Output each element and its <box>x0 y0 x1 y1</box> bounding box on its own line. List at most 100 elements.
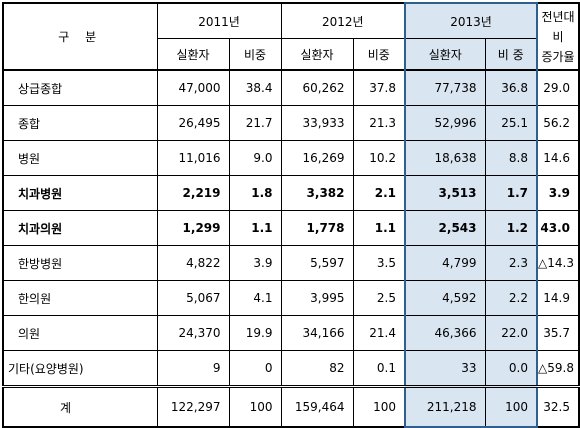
cell-share-2013: 1.7 <box>484 175 538 211</box>
cell-growth: △14.3 <box>536 245 580 281</box>
table-row: 치과의원 1,299 1.1 1,778 1.1 2,543 1.2 43.0 <box>2 210 580 246</box>
cell-amount-2011: 24,370 <box>156 315 230 351</box>
header-amount-2011: 실환자 <box>156 38 230 71</box>
header-share-2012: 비중 <box>352 38 406 71</box>
cell-growth: △59.8 <box>536 350 580 387</box>
table-row: 한방병원 4,822 3.9 5,597 3.5 4,799 2.3 △14.3 <box>2 245 580 281</box>
cell-amount-2013: 2,543 <box>404 210 486 246</box>
row-category: 치과병원 <box>2 175 158 211</box>
row-category: 한방병원 <box>2 245 158 281</box>
row-category: 상급종합 <box>2 69 158 106</box>
table-row: 병원 11,016 9.0 16,269 10.2 18,638 8.8 14.… <box>2 140 580 176</box>
cell-share-2013: 2.2 <box>484 280 538 316</box>
row-category: 기타(요양병원) <box>2 350 158 387</box>
header-year-2012: 2012년 <box>280 2 406 39</box>
cell-amount-2011: 26,495 <box>156 105 230 141</box>
cell-share-2012: 37.8 <box>352 69 406 106</box>
cell-share-2013: 1.2 <box>484 210 538 246</box>
cell-share-2013: 25.1 <box>484 105 538 141</box>
cell-amount-2013: 3,513 <box>404 175 486 211</box>
cell-share-2012: 21.3 <box>352 105 406 141</box>
cell-growth: 14.9 <box>536 280 580 316</box>
cell-amount-2011: 2,219 <box>156 175 230 211</box>
cell-share-2013: 2.3 <box>484 245 538 281</box>
cell-amount-2013: 4,799 <box>404 245 486 281</box>
cell-amount-2013: 4,592 <box>404 280 486 316</box>
total-share-2013: 100 <box>484 385 538 428</box>
table-row: 종합 26,495 21.7 33,933 21.3 52,996 25.1 5… <box>2 105 580 141</box>
cell-share-2012: 10.2 <box>352 140 406 176</box>
cell-amount-2012: 60,262 <box>280 69 354 106</box>
total-share-2012: 100 <box>352 385 406 428</box>
cell-growth: 56.2 <box>536 105 580 141</box>
cell-growth: 35.7 <box>536 315 580 351</box>
cell-amount-2011: 11,016 <box>156 140 230 176</box>
header-amount-2013: 실환자 <box>404 38 486 71</box>
cell-share-2012: 3.5 <box>352 245 406 281</box>
cell-growth: 29.0 <box>536 69 580 106</box>
cell-amount-2013: 77,738 <box>404 69 486 106</box>
cell-amount-2013: 52,996 <box>404 105 486 141</box>
cell-amount-2011: 1,299 <box>156 210 230 246</box>
cell-amount-2013: 18,638 <box>404 140 486 176</box>
table-row: 기타(요양병원) 9 0 82 0.1 33 0.0 △59.8 <box>2 350 580 387</box>
row-category: 치과의원 <box>2 210 158 246</box>
row-category: 한의원 <box>2 280 158 316</box>
cell-amount-2011: 47,000 <box>156 69 230 106</box>
cell-share-2011: 21.7 <box>228 105 282 141</box>
cell-share-2013: 22.0 <box>484 315 538 351</box>
cell-amount-2011: 4,822 <box>156 245 230 281</box>
total-amount-2013: 211,218 <box>404 385 486 428</box>
cell-amount-2011: 5,067 <box>156 280 230 316</box>
cell-share-2011: 0 <box>228 350 282 387</box>
header-growth: 전년대비 증가율 <box>536 2 580 71</box>
cell-share-2013: 36.8 <box>484 69 538 106</box>
cell-growth: 14.6 <box>536 140 580 176</box>
total-growth: 32.5 <box>536 385 580 428</box>
header-year-2011: 2011년 <box>156 2 282 39</box>
cell-share-2011: 4.1 <box>228 280 282 316</box>
cell-share-2011: 1.8 <box>228 175 282 211</box>
cell-share-2012: 2.5 <box>352 280 406 316</box>
cell-share-2011: 9.0 <box>228 140 282 176</box>
table-row: 한의원 5,067 4.1 3,995 2.5 4,592 2.2 14.9 <box>2 280 580 316</box>
cell-growth: 3.9 <box>536 175 580 211</box>
header-gubun: 구 분 <box>2 2 158 71</box>
total-amount-2012: 159,464 <box>280 385 354 428</box>
cell-amount-2012: 3,995 <box>280 280 354 316</box>
cell-growth: 43.0 <box>536 210 580 246</box>
cell-amount-2012: 5,597 <box>280 245 354 281</box>
cell-share-2011: 1.1 <box>228 210 282 246</box>
total-label: 계 <box>2 385 158 428</box>
cell-share-2013: 0.0 <box>484 350 538 387</box>
cell-share-2012: 0.1 <box>352 350 406 387</box>
cell-share-2011: 19.9 <box>228 315 282 351</box>
cell-share-2012: 1.1 <box>352 210 406 246</box>
cell-amount-2012: 33,933 <box>280 105 354 141</box>
cell-share-2011: 3.9 <box>228 245 282 281</box>
header-row-years: 구 분 2011년 2012년 2013년 전년대비 증가율 <box>2 2 580 71</box>
cell-amount-2012: 34,166 <box>280 315 354 351</box>
row-category: 종합 <box>2 105 158 141</box>
table-row: 치과병원 2,219 1.8 3,382 2.1 3,513 1.7 3.9 <box>2 175 580 211</box>
header-row-sub: 실환자 비중 실환자 비중 실환자 비 중 <box>3 38 579 71</box>
total-amount-2011: 122,297 <box>156 385 230 428</box>
cell-share-2012: 21.4 <box>352 315 406 351</box>
cell-amount-2013: 33 <box>404 350 486 387</box>
header-year-2013: 2013년 <box>404 2 538 39</box>
row-category: 병원 <box>2 140 158 176</box>
cell-amount-2011: 9 <box>156 350 230 387</box>
header-amount-2012: 실환자 <box>280 38 354 71</box>
cell-share-2012: 2.1 <box>352 175 406 211</box>
cell-amount-2012: 82 <box>280 350 354 387</box>
table-row: 의원 24,370 19.9 34,166 21.4 46,366 22.0 3… <box>2 315 580 351</box>
cell-share-2011: 38.4 <box>228 69 282 106</box>
cell-amount-2012: 3,382 <box>280 175 354 211</box>
header-share-2011: 비중 <box>228 38 282 71</box>
header-share-2013: 비 중 <box>484 38 538 71</box>
table-row: 상급종합 47,000 38.4 60,262 37.8 77,738 36.8… <box>2 69 580 106</box>
total-share-2011: 100 <box>228 385 282 428</box>
cell-amount-2012: 16,269 <box>280 140 354 176</box>
cell-share-2013: 8.8 <box>484 140 538 176</box>
